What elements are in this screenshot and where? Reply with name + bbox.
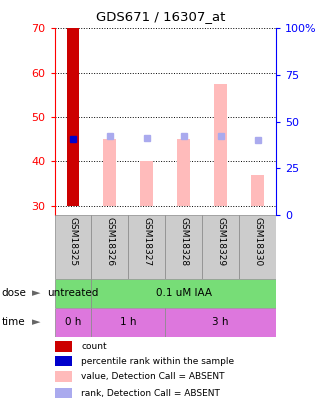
Bar bbox=[140, 162, 153, 206]
Text: percentile rank within the sample: percentile rank within the sample bbox=[81, 357, 234, 366]
Text: GDS671 / 16307_at: GDS671 / 16307_at bbox=[96, 10, 225, 23]
Bar bbox=[55, 215, 91, 279]
Text: GSM18327: GSM18327 bbox=[142, 217, 152, 266]
Text: 0.1 uM IAA: 0.1 uM IAA bbox=[156, 288, 212, 298]
Bar bbox=[55, 279, 91, 308]
Text: 1 h: 1 h bbox=[120, 318, 137, 327]
Bar bbox=[214, 84, 227, 206]
Bar bbox=[50, 341, 72, 352]
Bar bbox=[91, 279, 276, 308]
Text: untreated: untreated bbox=[47, 288, 99, 298]
Bar bbox=[177, 139, 190, 206]
Bar bbox=[128, 215, 165, 279]
Bar bbox=[202, 215, 239, 279]
Text: GSM18330: GSM18330 bbox=[253, 217, 262, 266]
Bar bbox=[103, 139, 117, 206]
Text: 3 h: 3 h bbox=[213, 318, 229, 327]
Text: dose: dose bbox=[2, 288, 26, 298]
Text: ►: ► bbox=[32, 318, 40, 327]
Text: GSM18329: GSM18329 bbox=[216, 217, 225, 266]
Bar bbox=[251, 175, 264, 206]
Bar bbox=[91, 308, 165, 337]
Bar bbox=[165, 215, 202, 279]
Text: time: time bbox=[2, 318, 25, 327]
Text: GSM18326: GSM18326 bbox=[105, 217, 115, 266]
Text: GSM18328: GSM18328 bbox=[179, 217, 188, 266]
Bar bbox=[239, 215, 276, 279]
Bar bbox=[66, 28, 80, 206]
Text: value, Detection Call = ABSENT: value, Detection Call = ABSENT bbox=[81, 372, 225, 381]
Text: rank, Detection Call = ABSENT: rank, Detection Call = ABSENT bbox=[81, 389, 220, 398]
Bar bbox=[50, 356, 72, 367]
Bar bbox=[50, 371, 72, 382]
Bar bbox=[55, 308, 91, 337]
Text: GSM18325: GSM18325 bbox=[68, 217, 78, 266]
Bar bbox=[50, 388, 72, 399]
Bar bbox=[91, 215, 128, 279]
Bar bbox=[165, 308, 276, 337]
Text: count: count bbox=[81, 342, 107, 351]
Text: 0 h: 0 h bbox=[65, 318, 81, 327]
Text: ►: ► bbox=[32, 288, 40, 298]
